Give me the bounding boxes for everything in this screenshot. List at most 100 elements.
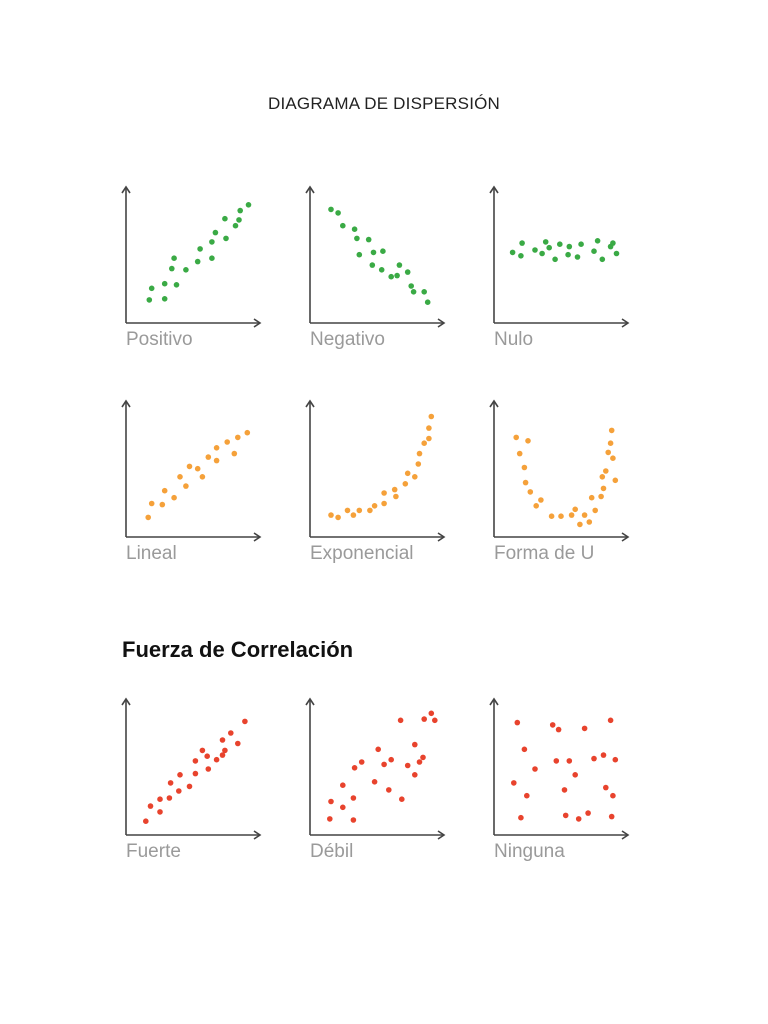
scatter-point	[399, 796, 405, 802]
scatter-point	[415, 461, 422, 467]
scatter-point	[577, 521, 583, 528]
panel-exponencial: Exponencial	[305, 399, 458, 564]
panel-negativo: Negativo	[305, 185, 458, 350]
scatter-point	[557, 241, 563, 247]
scatter-point	[161, 280, 168, 287]
scatter-point	[157, 809, 163, 815]
scatter-point	[245, 202, 252, 208]
panel-forma-de-u: Forma de U	[489, 399, 642, 564]
label-forma-de-u: Forma de U	[494, 543, 595, 564]
scatter-point	[521, 464, 528, 471]
scatter-nulo	[489, 185, 630, 328]
scatter-point	[237, 207, 243, 214]
scatter-point	[328, 512, 334, 518]
scatter-point	[369, 262, 376, 268]
scatter-fuerte	[121, 697, 262, 840]
scatter-positivo	[121, 185, 262, 328]
scatter-negativo	[305, 185, 446, 328]
scatter-point	[402, 481, 409, 487]
scatter-point	[613, 250, 620, 257]
scatter-point	[599, 256, 606, 263]
scatter-point	[518, 253, 524, 259]
scatter-point	[610, 240, 616, 246]
scatter-point	[350, 817, 357, 823]
scatter-point	[192, 770, 199, 777]
scatter-point	[410, 289, 417, 295]
scatter-point	[328, 206, 334, 213]
scatter-point	[224, 439, 230, 445]
scatter-point	[513, 434, 519, 441]
scatter-ninguna	[489, 697, 630, 840]
scatter-point	[340, 804, 346, 811]
scatter-point	[209, 239, 215, 245]
scatter-point	[235, 434, 241, 441]
label-exponencial: Exponencial	[310, 543, 414, 564]
scatter-point	[527, 489, 534, 495]
scatter-point	[177, 772, 183, 778]
y-axis-arrow	[305, 697, 315, 706]
scatter-point	[186, 463, 193, 470]
scatter-forma-de-u	[489, 399, 630, 542]
scatter-point	[381, 761, 387, 768]
scatter-point	[397, 717, 404, 724]
scatter-point	[219, 752, 226, 758]
scatter-point	[578, 241, 584, 247]
scatter-point	[608, 427, 615, 434]
label-ninguna: Ninguna	[494, 841, 565, 862]
scatter-point	[514, 719, 521, 726]
scatter-point	[169, 265, 175, 272]
scatter-point	[197, 246, 203, 252]
scatter-point	[340, 222, 346, 229]
scatter-point	[404, 762, 411, 769]
panel-positivo: Positivo	[121, 185, 274, 350]
scatter-point	[394, 272, 400, 279]
scatter-point	[428, 710, 435, 717]
scatter-point	[553, 758, 560, 764]
scatter-point	[244, 429, 251, 436]
y-axis-arrow	[489, 399, 499, 408]
scatter-point	[600, 485, 607, 492]
scatter-point	[600, 752, 607, 758]
scatter-point	[381, 490, 387, 496]
scatter-point	[581, 512, 588, 518]
scatter-point	[605, 449, 611, 456]
panel-fuerte: Fuerte	[121, 697, 274, 862]
scatter-point	[574, 254, 581, 260]
scatter-point	[585, 810, 591, 816]
scatter-point	[521, 746, 528, 753]
scatter-point	[358, 759, 365, 765]
scatter-point	[183, 483, 189, 489]
y-axis-arrow	[305, 399, 315, 408]
scatter-point	[562, 812, 569, 819]
scatter-point	[370, 249, 377, 256]
scatter-point	[416, 450, 423, 457]
section-title: Fuerza de Correlación	[122, 637, 354, 662]
scatter-point	[561, 787, 568, 793]
scatter-point	[393, 493, 399, 500]
scatter-point	[612, 756, 619, 763]
scatter-point	[328, 798, 334, 805]
x-axis-arrow	[437, 318, 446, 328]
label-debil: Débil	[310, 841, 354, 862]
scatter-point	[381, 500, 387, 507]
scatter-point	[533, 503, 539, 509]
scatter-point	[236, 217, 242, 223]
scatter-point	[575, 816, 582, 822]
scatter-point	[219, 737, 226, 743]
scatter-point	[424, 299, 431, 305]
scatter-point	[428, 413, 435, 420]
scatter-point	[148, 285, 155, 292]
scatter-point	[340, 782, 346, 788]
scatter-point	[159, 501, 166, 508]
x-axis-arrow	[437, 532, 446, 542]
scatter-point	[565, 251, 571, 258]
scatter-point	[212, 229, 219, 236]
scatter-point	[552, 256, 558, 263]
label-negativo: Negativo	[310, 329, 385, 350]
label-nulo: Nulo	[494, 329, 534, 350]
scatter-point	[356, 507, 363, 514]
scatter-point	[408, 283, 414, 289]
scatter-point	[612, 477, 619, 484]
scatter-point	[351, 226, 358, 232]
scatter-point	[166, 795, 173, 801]
